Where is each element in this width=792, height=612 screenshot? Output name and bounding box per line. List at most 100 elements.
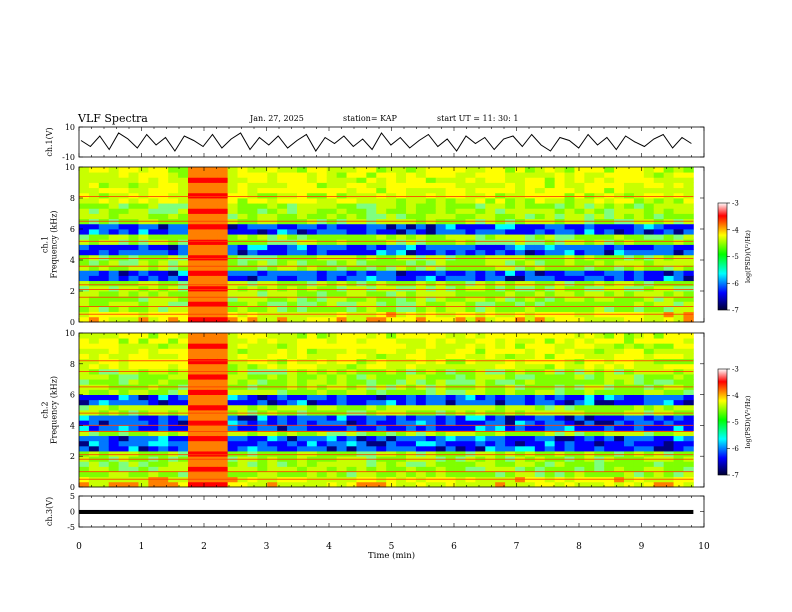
ch2-spectrogram-cell [406,363,417,370]
ch1-spectrogram-cell [188,192,199,199]
ch2-spectrogram-cell [118,338,129,344]
ch2-spectrogram-cell [544,338,556,344]
ch1-spectrogram-cell [515,234,526,240]
ch1-spectrogram-cell [406,280,417,287]
ch1-spectrogram-cell [118,172,129,178]
ch1-spectrogram-cell [79,213,90,220]
ch1-spectrogram-cell [88,198,100,204]
ch2-spectrogram-cell [237,353,248,360]
ch1-spectrogram-cell [108,260,120,266]
ch2-spectrogram-cell [534,394,546,401]
ch2-spectrogram-cell [396,445,407,452]
ch1-spectrogram-cell [633,229,645,235]
ch1-spectrogram-cell [227,172,238,178]
ch2-spectrogram-cell [455,425,466,431]
ch1-spectrogram-cell [485,167,496,173]
ch1-spectrogram-cell [178,239,189,245]
ch2-spectrogram-cell [336,466,347,472]
ch2-spectrogram-cell [79,404,90,411]
ch1-spectrogram-cell [554,244,565,251]
ch1-spectrogram-cell [98,167,110,173]
ch1-spectrogram-cell [188,270,199,276]
ch1-spectrogram-cell [227,187,238,194]
ch2-spectrogram-cell [653,358,665,365]
ch2-spectrogram-cell [396,358,407,365]
ch1-spectrogram-cell [366,265,377,271]
ch2-spectrogram-cell [455,389,466,395]
ch1-spectrogram-cell [485,244,496,251]
ch1-spectrogram-cell [614,291,625,297]
ch2-spectrogram-cell [663,363,674,370]
ch2-spectrogram-cell [673,404,684,411]
ch1-spectrogram-cell [297,301,308,307]
ch1-spectrogram-cell [98,291,110,297]
ch1-spectrogram-cell [435,260,447,266]
ch1-waveform-ylabel: ch.1(V) [45,127,54,156]
ch2-spectrogram-cell [534,430,546,437]
ch2-spectrogram-cell [287,379,298,385]
ch2-spectrogram-cell [277,466,288,472]
ch2-spectrogram-cell [197,333,209,339]
ch1-spectrogram-cell [128,167,139,173]
ch1-spectrogram-cell [297,172,308,178]
ch2-spectrogram-cell [207,404,219,411]
ch1-spectrogram-cell [554,213,565,220]
ch1-spectrogram-cell [197,249,209,256]
ch1-spectrogram-cell [425,296,437,302]
ch2-spectrogram-cell [188,363,199,370]
ch2-spectrogram-cell [485,466,496,472]
ch2-spectrogram-cell [316,379,328,385]
ch2-spectrogram-cell [524,451,536,457]
ch1-spectrogram-cell [396,177,407,183]
ch2-spectrogram-cell [306,363,318,370]
ch2-spectrogram-cell [544,374,556,380]
ch2-spectrogram-cell [594,338,605,344]
ch2-spectrogram-cell [168,461,179,467]
ch1-spectrogram-cell [515,213,526,220]
ch1-spectrogram-cell [515,192,526,199]
ch2-spectrogram-cell [396,389,407,395]
ch2-spectrogram-cell [356,440,367,447]
ch1-spectrogram-cell [683,198,694,204]
ch1-spectrogram-cell [237,234,248,240]
ch1-spectrogram-cell [386,285,397,292]
ch2-spectrogram-cell [217,481,229,488]
ch2-spectrogram-cell [594,461,605,467]
ch1-spectrogram-cell [178,280,189,287]
ch1-spectrogram-cell [79,265,90,271]
ch2-spectrogram-cell [465,415,476,421]
ch1-spectrogram-cell [336,192,347,199]
ch1-spectrogram-cell [237,172,248,178]
ch1-spectrogram-cell [524,177,536,183]
ch2-spectrogram-cell [624,379,635,385]
ch2-spectrogram-cell [396,379,407,385]
ch2-spectrogram-cell [683,374,694,380]
ch2-spectrogram-cell [217,374,229,380]
ch2-spectrogram-cell [415,333,427,339]
ch1-spectrogram-cell [673,260,684,266]
ch2-spectrogram-cell [356,353,367,360]
ch1-spectrogram-cell [356,208,367,214]
ch2-spectrogram-cell [108,435,120,442]
ch2-spectrogram-cell [495,481,506,488]
ch1-spectrogram-cell [594,280,605,287]
ch1-spectrogram-cell [217,280,229,287]
ch1-spectrogram-cell [148,198,159,204]
ch1-spectrogram-cell [297,234,308,240]
ch1-spectrogram-cell [108,198,120,204]
ch2-spectrogram-cell [178,451,189,457]
ch2-spectrogram-cell [564,430,575,437]
ch2-spectrogram-cell [366,466,377,472]
ch2-spectrogram-cell [277,461,288,467]
ch1-spectrogram-cell [584,254,595,261]
ch1-spectrogram-cell [396,182,407,189]
ch2-spectrogram-cell [624,333,635,339]
ch2-spectrogram-cell [614,379,625,385]
ch1-spectrogram-cell [98,177,110,183]
ch2-spectrogram-cell [128,430,139,437]
ch2-spectrogram-cell [326,425,338,431]
ch2-spectrogram-cell [98,425,110,431]
ch1-spectrogram-cell [277,223,288,230]
ch1-spectrogram-cell [643,301,655,307]
ch2-spectrogram-cell [475,389,486,395]
